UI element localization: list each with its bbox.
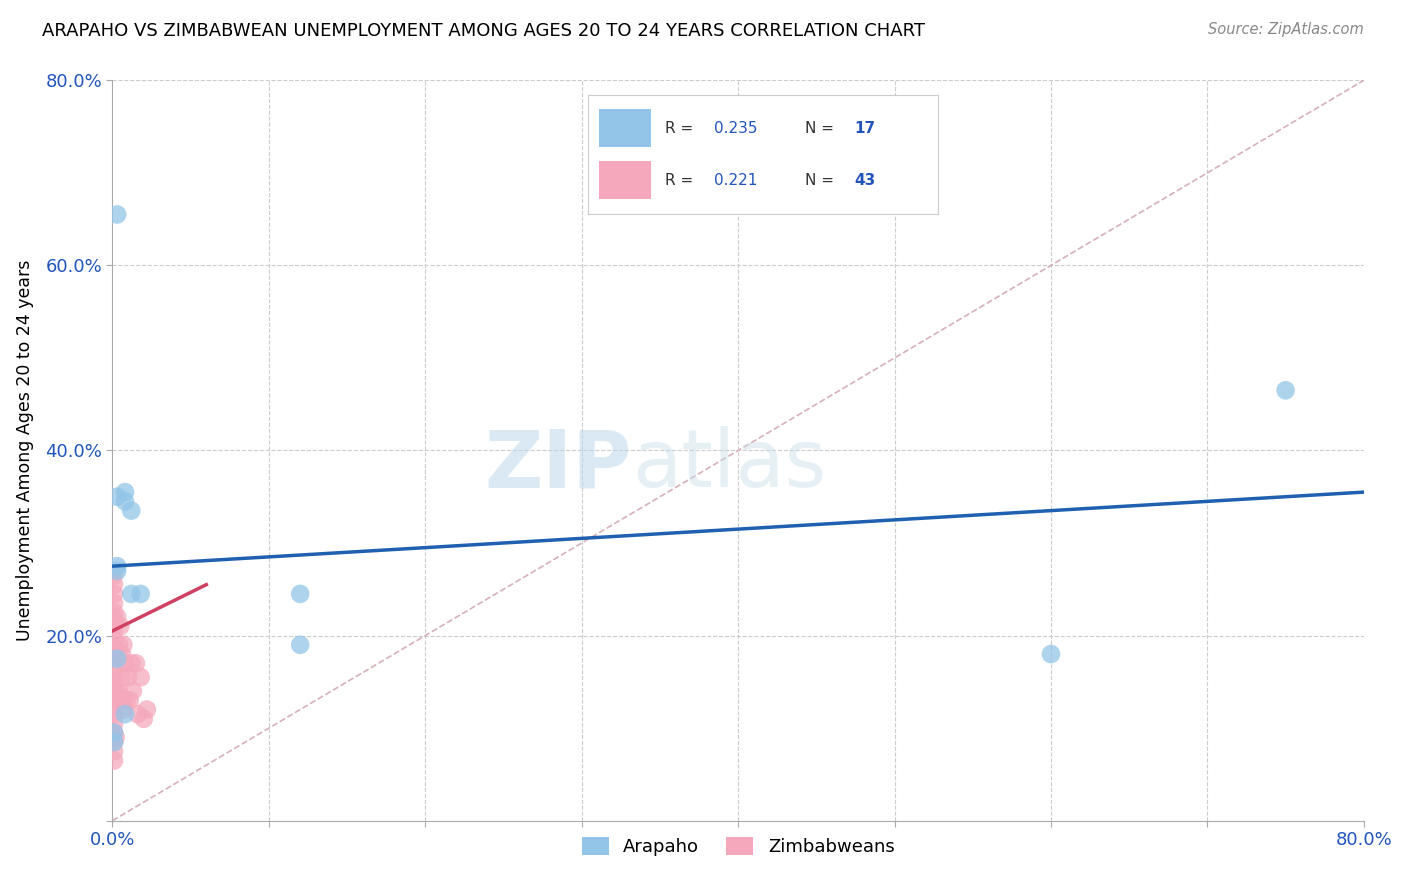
Point: [105, 610, 128, 624]
Point: [103, 735, 125, 749]
Point: [103, 624, 125, 638]
Text: ZIP: ZIP: [485, 426, 631, 504]
Point: [103, 744, 125, 758]
Point: [103, 606, 125, 620]
Point: [103, 615, 125, 629]
Point: [132, 712, 155, 726]
Point: [117, 670, 139, 684]
Point: [103, 725, 125, 739]
Point: [129, 587, 152, 601]
Point: [103, 596, 125, 610]
Point: [135, 703, 157, 717]
Point: [1039, 647, 1063, 661]
Point: [103, 670, 125, 684]
Point: [104, 731, 127, 745]
Point: [1274, 384, 1296, 398]
Point: [110, 619, 132, 633]
Point: [125, 657, 148, 671]
Point: [129, 670, 152, 684]
Point: [118, 693, 141, 707]
Point: [290, 587, 312, 601]
Point: [107, 638, 129, 652]
Point: [103, 689, 125, 703]
Point: [103, 661, 125, 675]
Point: [112, 703, 135, 717]
Point: [103, 754, 125, 768]
Point: [115, 693, 138, 707]
Point: [114, 657, 136, 671]
Point: [112, 638, 135, 652]
Point: [103, 735, 125, 749]
Point: [120, 657, 142, 671]
Point: [127, 707, 149, 722]
Text: Source: ZipAtlas.com: Source: ZipAtlas.com: [1208, 22, 1364, 37]
Point: [105, 490, 128, 504]
Point: [103, 577, 125, 591]
Point: [114, 707, 136, 722]
Y-axis label: Unemployment Among Ages 20 to 24 years: Unemployment Among Ages 20 to 24 years: [15, 260, 34, 641]
Point: [103, 642, 125, 657]
Point: [111, 693, 134, 707]
Text: ARAPAHO VS ZIMBABWEAN UNEMPLOYMENT AMONG AGES 20 TO 24 YEARS CORRELATION CHART: ARAPAHO VS ZIMBABWEAN UNEMPLOYMENT AMONG…: [42, 22, 925, 40]
Point: [105, 207, 128, 221]
Point: [103, 651, 125, 665]
Point: [111, 647, 134, 661]
Point: [114, 494, 136, 508]
Point: [105, 651, 128, 665]
Text: atlas: atlas: [631, 426, 827, 504]
Point: [120, 503, 142, 517]
Point: [121, 684, 143, 698]
Point: [103, 680, 125, 694]
Point: [105, 559, 128, 574]
Point: [103, 725, 125, 739]
Point: [103, 568, 125, 582]
Legend: Arapaho, Zimbabweans: Arapaho, Zimbabweans: [575, 830, 901, 863]
Point: [103, 698, 125, 712]
Point: [103, 633, 125, 648]
Point: [107, 684, 129, 698]
Point: [103, 707, 125, 722]
Point: [103, 716, 125, 731]
Point: [111, 670, 134, 684]
Point: [290, 638, 312, 652]
Point: [103, 587, 125, 601]
Point: [105, 564, 128, 578]
Point: [120, 587, 142, 601]
Point: [114, 485, 136, 500]
Point: [104, 684, 127, 698]
